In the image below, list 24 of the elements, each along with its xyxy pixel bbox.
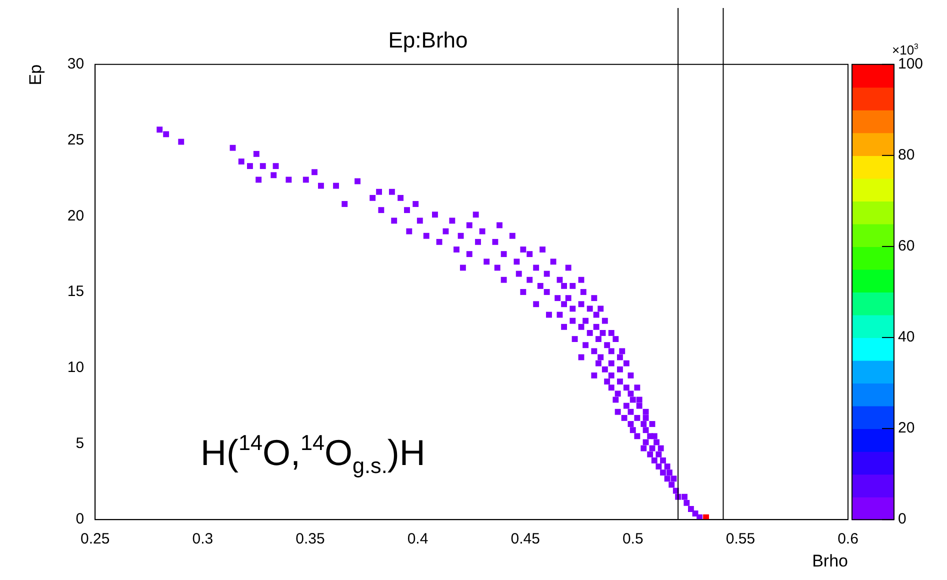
color-bar-label: 20 [898,420,915,437]
x-tick-label: 0.45 [510,530,540,548]
y-tick-label: 10 [67,359,84,376]
y-tick-label: 30 [67,56,84,73]
x-tick-label: 0.4 [407,530,428,548]
y-axis-title: Ep [26,64,45,86]
y-tick-label: 20 [67,207,84,224]
color-bar-label: 40 [898,328,915,346]
y-tick-label: 15 [67,283,84,300]
y-tick-label: 25 [67,131,84,148]
chart-title: Ep:Brho [388,27,468,52]
color-bar-label: 100 [898,56,924,73]
x-tick-label: 0.25 [80,530,110,548]
x-tick-label: 0.55 [726,530,756,548]
color-bar-label: 60 [898,238,915,255]
x-axis-title: Brho [812,551,848,570]
x-tick-label: 0.5 [622,530,644,548]
x-tick-label: 0.35 [296,530,325,548]
y-tick-label: 0 [76,510,84,528]
x-tick-label: 0.6 [838,530,858,548]
color-bar-label: 0 [898,510,906,528]
y-tick-label: 5 [76,434,84,452]
color-bar-label: 80 [898,146,915,164]
x-tick-label: 0.3 [192,530,214,548]
